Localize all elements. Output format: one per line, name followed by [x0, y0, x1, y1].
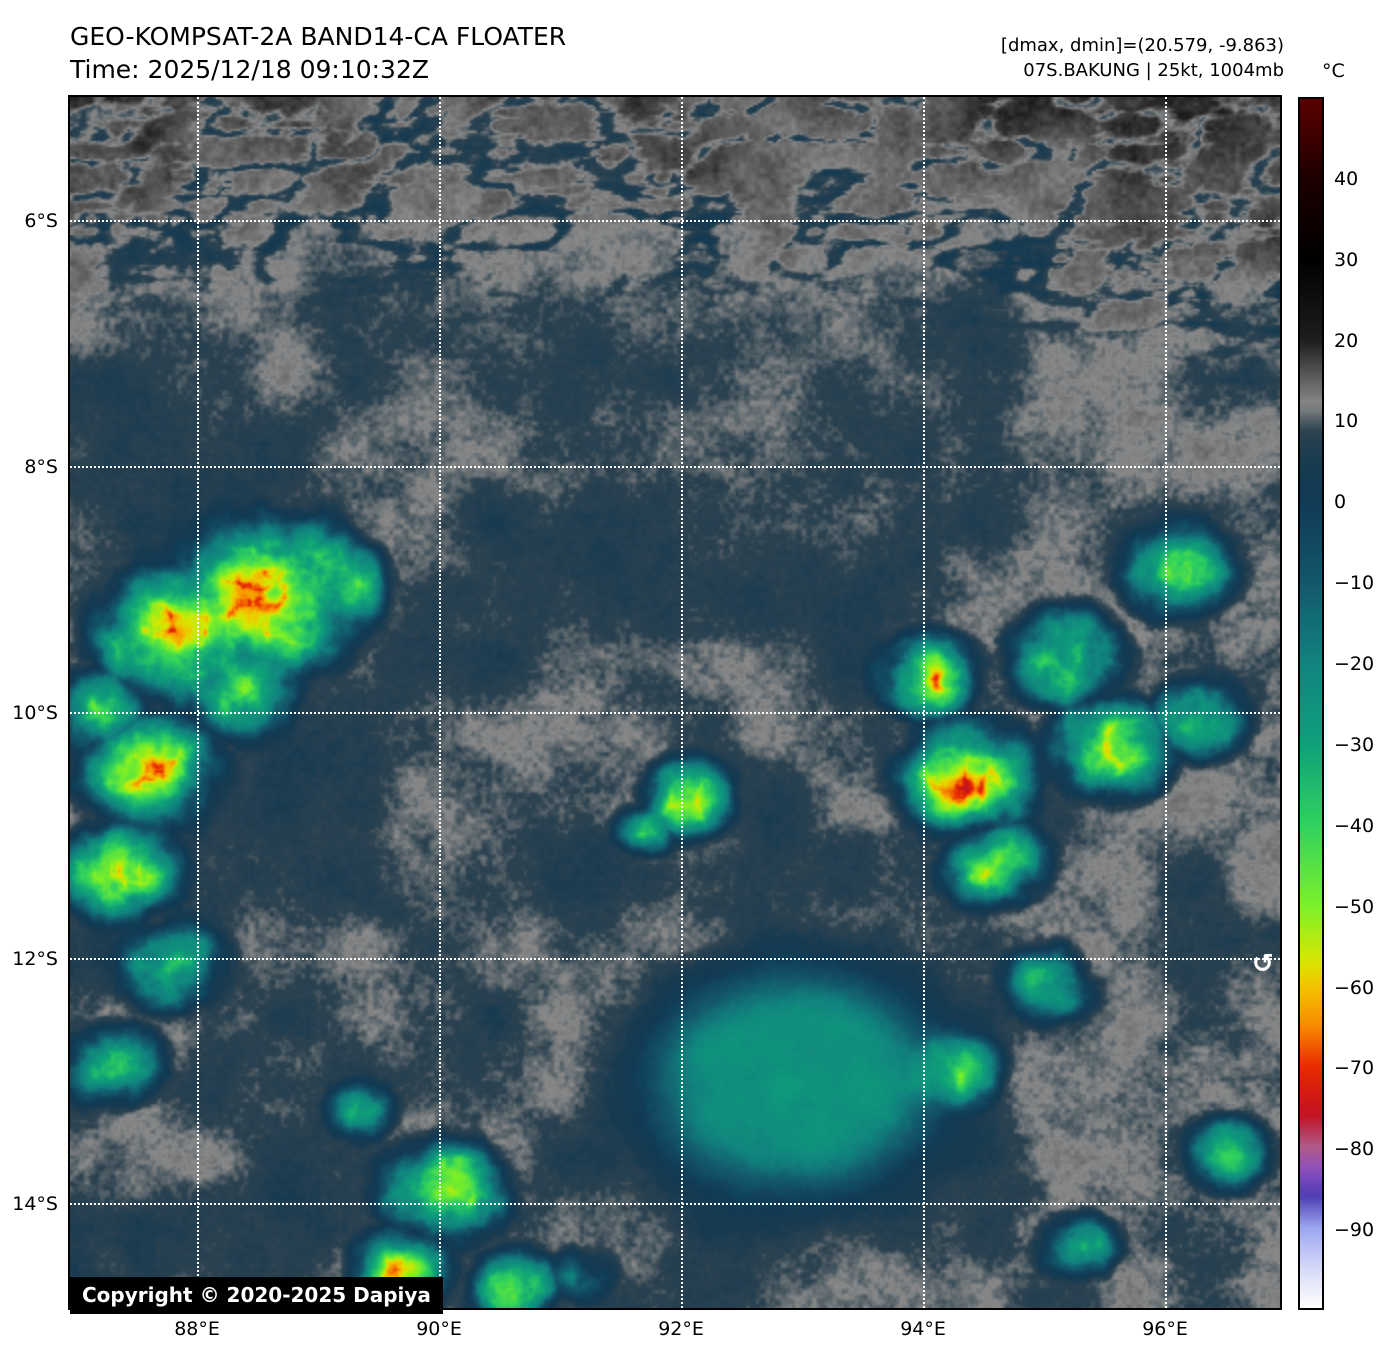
- title-block: GEO-KOMPSAT-2A BAND14-CA FLOATER Time: 2…: [70, 20, 566, 86]
- gridline-lat-0: [70, 219, 1280, 222]
- y-tick-2: 10°S: [12, 701, 58, 724]
- colorbar-tick-3: 10: [1334, 410, 1359, 433]
- gridline-lon-1: [439, 97, 442, 1308]
- data-range-label: [dmax, dmin]=(20.579, -9.863): [1000, 35, 1284, 56]
- gridline-lon-3: [923, 97, 926, 1308]
- colorbar-tick-7: −30: [1334, 733, 1375, 756]
- gridline-lat-4: [70, 1203, 1280, 1206]
- timestamp-label: Time: 2025/12/18 09:10:32Z: [70, 55, 429, 84]
- colorbar[interactable]: [1298, 97, 1324, 1310]
- satellite-imagery-canvas: [70, 97, 1280, 1308]
- colorbar-tick-11: −70: [1334, 1057, 1375, 1080]
- colorbar-tick-0: 40: [1334, 167, 1359, 190]
- gridline-lon-0: [197, 97, 200, 1308]
- gridline-lon-4: [1165, 97, 1168, 1308]
- y-tick-3: 12°S: [12, 947, 58, 970]
- colorbar-tick-6: −20: [1334, 653, 1375, 676]
- colorbar-tick-5: −10: [1334, 572, 1375, 595]
- storm-marker-icon: ↺: [1251, 948, 1274, 979]
- colorbar-tick-13: −90: [1334, 1219, 1375, 1242]
- satellite-image-plot[interactable]: ↺ Copyright © 2020-2025 Dapiya: [68, 95, 1282, 1314]
- gridline-lat-1: [70, 465, 1280, 468]
- y-tick-4: 14°S: [12, 1193, 58, 1216]
- x-tick-4: 96°E: [1142, 1318, 1188, 1340]
- copyright-watermark: Copyright © 2020-2025 Dapiya: [70, 1277, 443, 1314]
- storm-info-label: 07S.BAKUNG | 25kt, 1004mb: [1023, 60, 1284, 81]
- x-tick-3: 94°E: [900, 1318, 946, 1340]
- x-tick-0: 88°E: [174, 1318, 220, 1340]
- y-tick-0: 6°S: [24, 209, 58, 232]
- x-tick-1: 90°E: [416, 1318, 462, 1340]
- gridline-lat-3: [70, 957, 1280, 960]
- y-tick-1: 8°S: [24, 455, 58, 478]
- gridline-lat-2: [70, 711, 1280, 714]
- page-title: GEO-KOMPSAT-2A BAND14-CA FLOATER: [70, 22, 567, 51]
- metadata-block: [dmax, dmin]=(20.579, -9.863) 07S.BAKUNG…: [1001, 33, 1284, 83]
- colorbar-unit-label: °C: [1322, 60, 1345, 82]
- colorbar-tick-10: −60: [1334, 976, 1375, 999]
- colorbar-tick-12: −80: [1334, 1138, 1375, 1161]
- colorbar-tick-1: 30: [1334, 248, 1359, 271]
- colorbar-tick-9: −50: [1334, 895, 1375, 918]
- colorbar-tick-8: −40: [1334, 814, 1375, 837]
- x-tick-2: 92°E: [658, 1318, 704, 1340]
- colorbar-tick-2: 20: [1334, 329, 1359, 352]
- colorbar-gradient: [1300, 99, 1322, 1308]
- gridline-lon-2: [681, 97, 684, 1308]
- colorbar-tick-4: 0: [1334, 491, 1347, 514]
